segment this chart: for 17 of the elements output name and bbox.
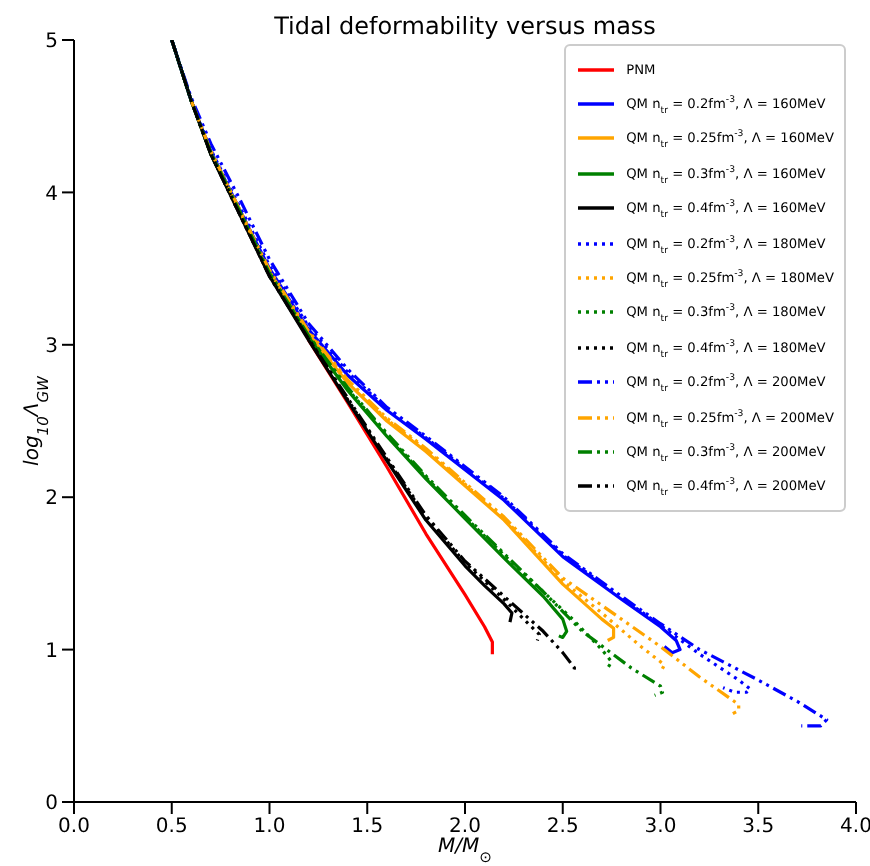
chart-title: Tidal deformability versus mass (272, 12, 656, 40)
y-tick-label: 3 (45, 335, 58, 358)
x-tick-label: 2.5 (546, 816, 579, 839)
x-tick-label: 3.5 (742, 816, 775, 839)
y-tick-label: 1 (45, 640, 58, 663)
x-tick-label: 0.0 (58, 816, 90, 839)
x-tick-label: 1.5 (351, 816, 384, 839)
y-tick-label: 5 (45, 31, 58, 54)
x-axis-title: M/M$_{⊙}$ (438, 836, 492, 865)
y-tick-label: 4 (45, 183, 58, 206)
x-tick-label: 4.0 (840, 816, 870, 839)
y-tick-label: 0 (45, 793, 58, 816)
y-tick-label: 2 (45, 488, 58, 511)
x-tick-label: 3.0 (644, 816, 677, 839)
x-tick-label: 0.5 (155, 816, 188, 839)
x-tick-label: 1.0 (253, 816, 286, 839)
x-tick-label: 2.0 (449, 816, 481, 839)
